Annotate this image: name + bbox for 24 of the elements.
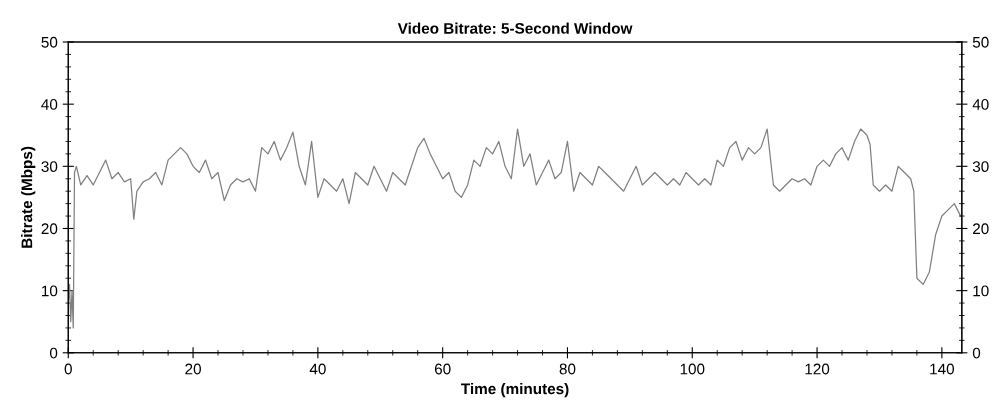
y2-tick-label: 20 xyxy=(973,223,989,235)
x-axis-title: Time (minutes) xyxy=(461,383,569,398)
y2-tick-label: 50 xyxy=(972,36,989,48)
y2-tick-label: 40 xyxy=(972,99,989,110)
y2-tick-label: 30 xyxy=(972,161,989,173)
y-tick-label: 50 xyxy=(41,36,58,48)
y-tick-label: 30 xyxy=(41,161,58,173)
line-series xyxy=(68,128,962,329)
y-tick-label: 20 xyxy=(41,223,58,235)
x-tick-label: 60 xyxy=(434,363,451,375)
x-tick-label: 0 xyxy=(64,363,72,375)
x-tick-label: 20 xyxy=(185,363,201,375)
x-tick-label: 40 xyxy=(309,363,326,375)
x-tick-label: 140 xyxy=(930,363,955,375)
x-tick-label: 120 xyxy=(805,363,830,375)
x-tick-label: 100 xyxy=(680,363,705,375)
y2-tick-label: 0 xyxy=(972,347,981,359)
y-tick-label: 40 xyxy=(41,99,58,110)
y-tick-label: 0 xyxy=(49,347,58,359)
y-tick-label: 10 xyxy=(42,285,58,297)
chart-title: Video Bitrate: 5-Second Window xyxy=(397,22,633,34)
x-tick-label: 80 xyxy=(559,363,576,375)
y2-tick-label: 10 xyxy=(973,285,989,297)
y-axis-title: Bitrate (Mbps) xyxy=(21,146,36,248)
